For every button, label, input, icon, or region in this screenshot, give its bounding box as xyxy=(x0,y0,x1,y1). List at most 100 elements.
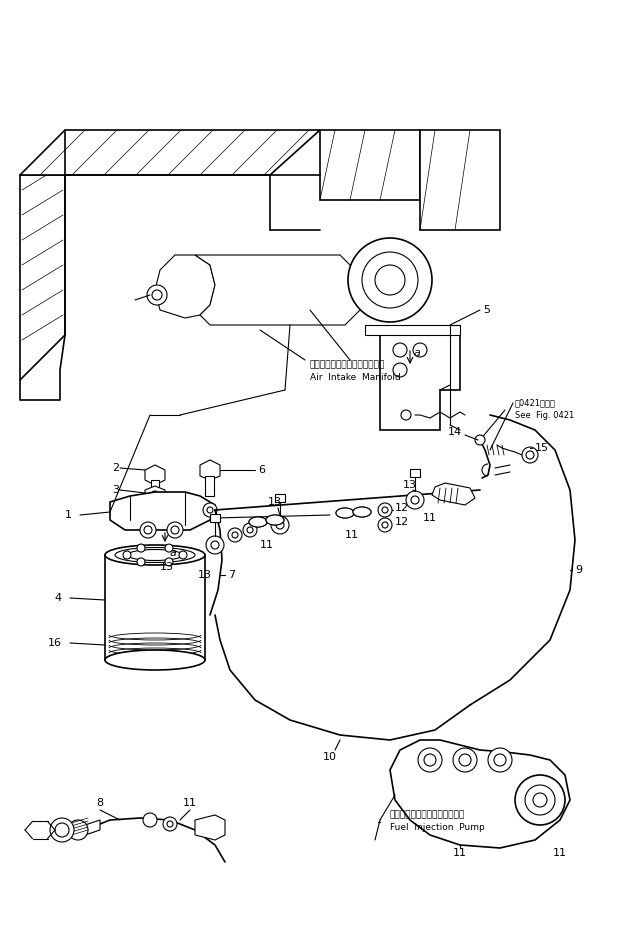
Circle shape xyxy=(167,522,183,538)
Text: 11: 11 xyxy=(183,798,197,808)
Ellipse shape xyxy=(128,550,182,561)
Circle shape xyxy=(123,551,131,559)
Ellipse shape xyxy=(266,515,284,525)
Bar xyxy=(205,476,214,496)
Circle shape xyxy=(522,447,538,463)
Circle shape xyxy=(459,754,471,766)
Circle shape xyxy=(243,523,257,537)
Circle shape xyxy=(276,521,284,529)
Text: 13: 13 xyxy=(403,480,417,490)
Polygon shape xyxy=(85,820,100,835)
Circle shape xyxy=(453,748,477,772)
Text: 困0421図参照: 困0421図参照 xyxy=(515,399,556,408)
Polygon shape xyxy=(20,130,320,175)
Polygon shape xyxy=(155,255,215,318)
Bar xyxy=(151,480,159,495)
Ellipse shape xyxy=(353,507,371,517)
Polygon shape xyxy=(145,465,165,485)
Circle shape xyxy=(418,748,442,772)
Polygon shape xyxy=(390,740,570,848)
Polygon shape xyxy=(110,492,215,530)
Circle shape xyxy=(165,558,173,565)
Circle shape xyxy=(424,754,436,766)
Circle shape xyxy=(411,496,419,504)
Ellipse shape xyxy=(249,517,267,527)
Circle shape xyxy=(362,252,418,308)
Ellipse shape xyxy=(353,507,371,517)
Polygon shape xyxy=(420,130,500,230)
Text: Fuel  Injection  Pump: Fuel Injection Pump xyxy=(390,823,485,832)
Circle shape xyxy=(348,238,432,322)
Text: 11: 11 xyxy=(345,530,359,540)
Text: 9: 9 xyxy=(575,565,582,575)
Text: 12: 12 xyxy=(395,503,409,513)
Circle shape xyxy=(68,820,88,840)
Circle shape xyxy=(55,823,69,837)
Circle shape xyxy=(165,544,173,552)
Text: 5: 5 xyxy=(483,305,490,315)
Polygon shape xyxy=(195,255,360,325)
Ellipse shape xyxy=(105,650,205,670)
Ellipse shape xyxy=(115,548,195,563)
Circle shape xyxy=(206,536,224,554)
Text: 1: 1 xyxy=(65,510,72,520)
Text: 12: 12 xyxy=(395,517,409,527)
Polygon shape xyxy=(20,175,65,380)
Text: a: a xyxy=(170,548,177,558)
Circle shape xyxy=(203,503,217,517)
Circle shape xyxy=(515,775,565,825)
Circle shape xyxy=(475,435,485,445)
Text: 2: 2 xyxy=(112,463,119,473)
Polygon shape xyxy=(365,325,460,335)
Text: 13: 13 xyxy=(160,562,174,572)
Polygon shape xyxy=(145,486,165,503)
Ellipse shape xyxy=(105,545,205,565)
Text: 11: 11 xyxy=(260,540,274,550)
Ellipse shape xyxy=(336,508,354,518)
Circle shape xyxy=(179,551,187,559)
Polygon shape xyxy=(432,483,475,505)
Circle shape xyxy=(271,516,289,534)
Ellipse shape xyxy=(249,517,267,527)
Text: 13: 13 xyxy=(268,497,282,507)
Text: 11: 11 xyxy=(553,848,567,858)
Text: 15: 15 xyxy=(535,443,549,453)
Polygon shape xyxy=(200,460,220,480)
Ellipse shape xyxy=(336,508,354,518)
Text: 11: 11 xyxy=(423,513,437,523)
Circle shape xyxy=(137,544,145,552)
Text: 6: 6 xyxy=(258,465,265,475)
Text: Air  Intake  Manifold: Air Intake Manifold xyxy=(310,373,401,382)
Circle shape xyxy=(50,818,74,842)
Circle shape xyxy=(406,491,424,509)
Circle shape xyxy=(211,541,219,549)
Text: 4: 4 xyxy=(55,593,62,603)
Text: 14: 14 xyxy=(448,427,462,437)
Circle shape xyxy=(525,785,555,815)
Text: a: a xyxy=(414,348,421,358)
Polygon shape xyxy=(275,494,285,502)
Ellipse shape xyxy=(266,515,284,525)
Circle shape xyxy=(143,813,157,827)
Text: 8: 8 xyxy=(96,798,103,808)
Circle shape xyxy=(228,528,242,542)
Polygon shape xyxy=(410,469,420,477)
Polygon shape xyxy=(380,330,460,430)
Circle shape xyxy=(494,754,506,766)
Circle shape xyxy=(147,285,167,305)
Text: See  Fig. 0421: See Fig. 0421 xyxy=(515,411,574,420)
Circle shape xyxy=(163,817,177,831)
Text: 3: 3 xyxy=(112,485,119,495)
Text: 10: 10 xyxy=(323,752,337,762)
Text: 13: 13 xyxy=(198,570,212,580)
Circle shape xyxy=(137,558,145,565)
Circle shape xyxy=(378,518,392,532)
Circle shape xyxy=(488,748,512,772)
Polygon shape xyxy=(210,514,220,522)
Text: 11: 11 xyxy=(453,848,467,858)
Text: フェルインジェクションポンプ: フェルインジェクションポンプ xyxy=(390,810,465,819)
Text: 16: 16 xyxy=(48,638,62,648)
Polygon shape xyxy=(195,815,225,840)
Text: エアーインテークマニホールド: エアーインテークマニホールド xyxy=(310,361,385,370)
Text: 7: 7 xyxy=(228,570,235,580)
